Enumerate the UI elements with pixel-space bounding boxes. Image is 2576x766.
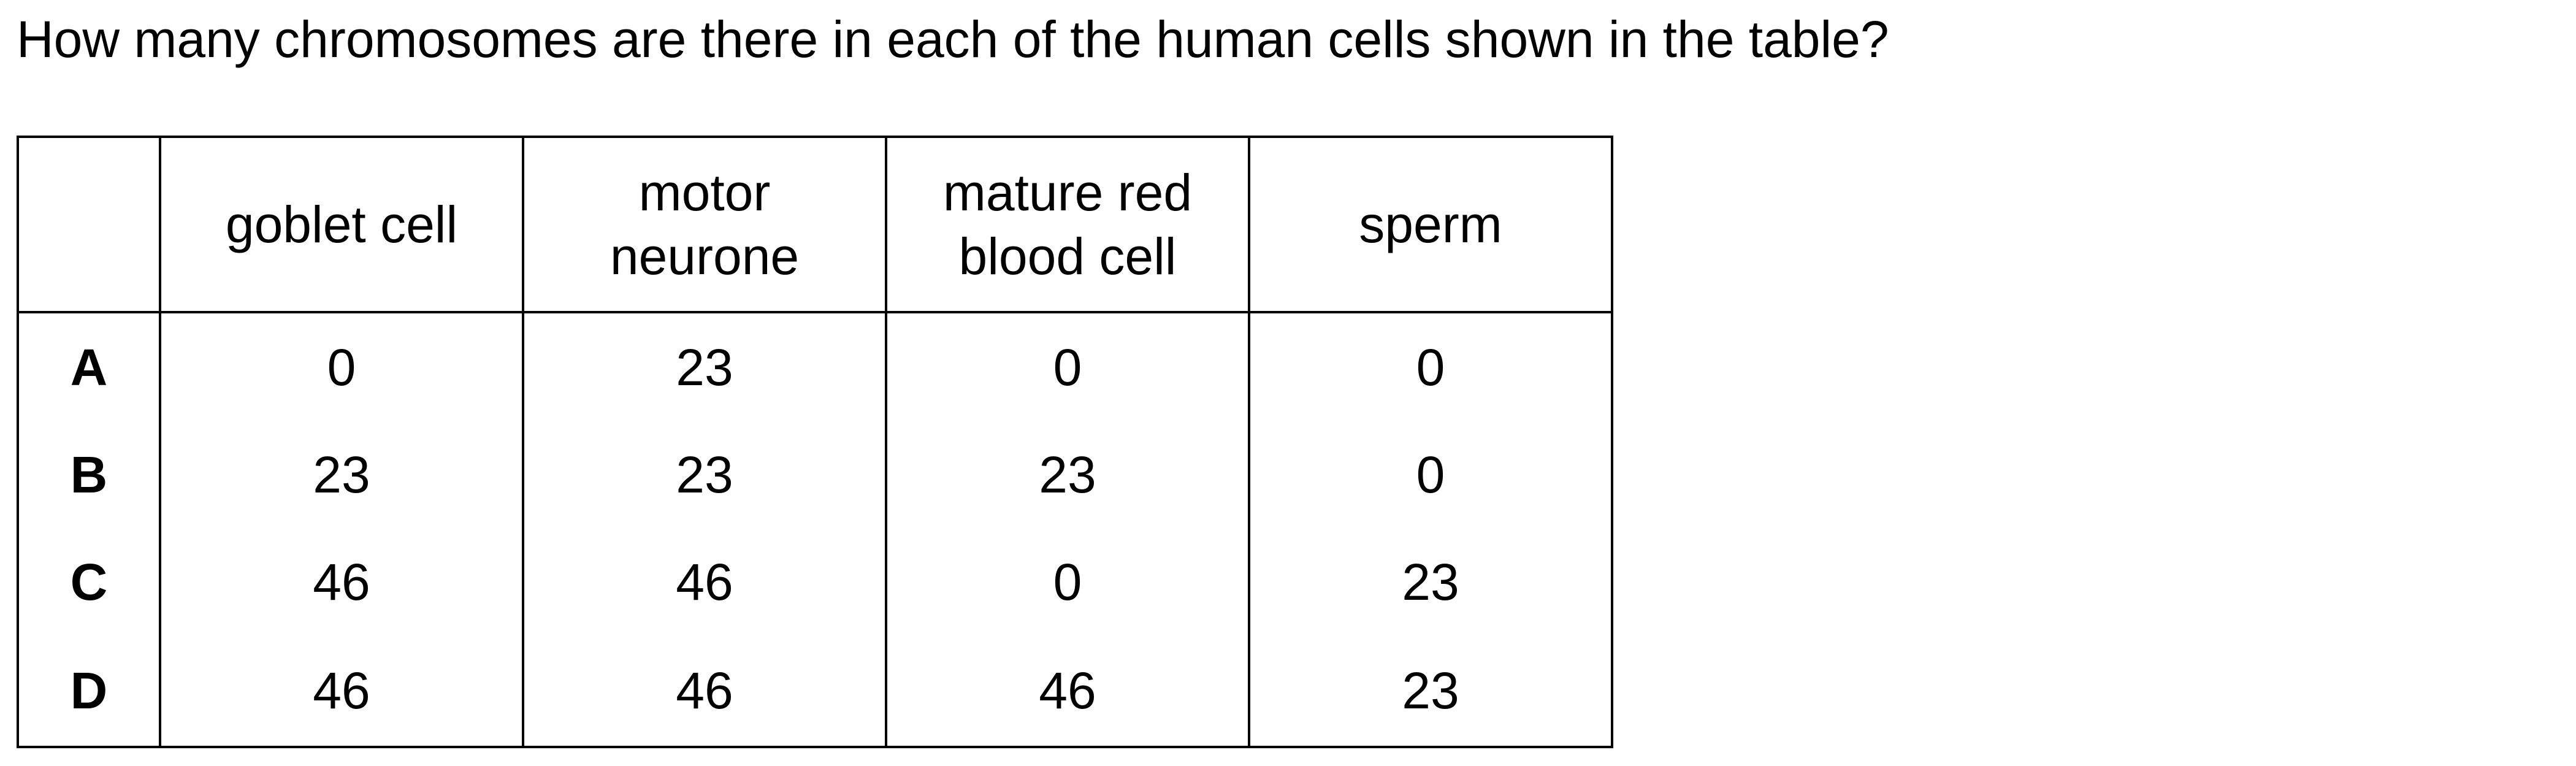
option-letter: B bbox=[17, 421, 161, 528]
value-mature-red-blood-cell: 23 bbox=[885, 421, 1250, 528]
header-line: mature red bbox=[942, 164, 1193, 221]
question-text: How many chromosomes are there in each o… bbox=[17, 10, 1889, 68]
header-line: blood cell bbox=[958, 228, 1177, 285]
value-mature-red-blood-cell: 46 bbox=[885, 635, 1250, 748]
value-motor-neurone: 23 bbox=[522, 311, 887, 421]
option-letter: D bbox=[17, 635, 161, 748]
value-goblet-cell: 46 bbox=[159, 528, 524, 635]
corner-cell bbox=[17, 136, 161, 313]
header-mature-red-blood-cell: mature red blood cell bbox=[885, 136, 1250, 313]
value-goblet-cell: 0 bbox=[159, 311, 524, 421]
value-mature-red-blood-cell: 0 bbox=[885, 311, 1250, 421]
header-line: motor bbox=[638, 164, 771, 221]
option-row-c: C 46 46 0 23 bbox=[17, 528, 1613, 635]
option-row-d: D 46 46 46 23 bbox=[17, 635, 1613, 748]
value-goblet-cell: 46 bbox=[159, 635, 524, 748]
header-sperm: sperm bbox=[1248, 136, 1613, 313]
answer-options-table: goblet cell motor neurone mature red blo… bbox=[17, 136, 1613, 748]
option-row-a: A 0 23 0 0 bbox=[17, 311, 1613, 421]
header-line: neurone bbox=[610, 228, 800, 285]
header-motor-neurone: motor neurone bbox=[522, 136, 887, 313]
value-motor-neurone: 23 bbox=[522, 421, 887, 528]
value-sperm: 23 bbox=[1248, 635, 1613, 748]
option-letter: C bbox=[17, 528, 161, 635]
header-line: sperm bbox=[1359, 196, 1502, 253]
value-sperm: 0 bbox=[1248, 421, 1613, 528]
header-row: goblet cell motor neurone mature red blo… bbox=[17, 136, 1613, 313]
value-sperm: 0 bbox=[1248, 311, 1613, 421]
value-motor-neurone: 46 bbox=[522, 635, 887, 748]
value-motor-neurone: 46 bbox=[522, 528, 887, 635]
option-row-b: B 23 23 23 0 bbox=[17, 421, 1613, 528]
value-goblet-cell: 23 bbox=[159, 421, 524, 528]
value-mature-red-blood-cell: 0 bbox=[885, 528, 1250, 635]
value-sperm: 23 bbox=[1248, 528, 1613, 635]
option-letter: A bbox=[17, 311, 161, 421]
header-goblet-cell: goblet cell bbox=[159, 136, 524, 313]
header-line: goblet cell bbox=[225, 196, 458, 253]
